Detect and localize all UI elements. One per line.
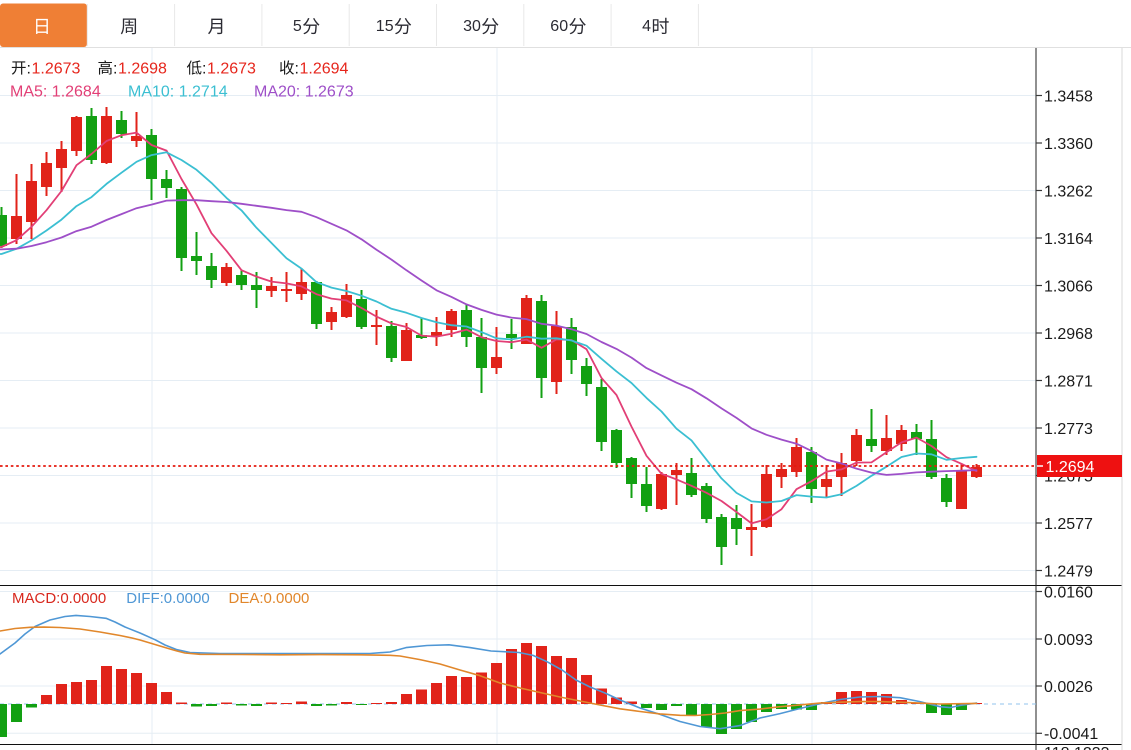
svg-text:0.0093: 0.0093 — [1044, 632, 1093, 649]
svg-text::: : — [295, 60, 299, 77]
svg-text::: : — [27, 60, 31, 77]
svg-text:5: 5 — [293, 18, 302, 35]
svg-text:0.0160: 0.0160 — [1044, 584, 1093, 601]
svg-text:30: 30 — [463, 18, 481, 35]
svg-text:1.2968: 1.2968 — [1044, 326, 1093, 343]
svg-text:DEA:0.0000: DEA:0.0000 — [229, 590, 310, 607]
svg-text:1.3458: 1.3458 — [1044, 88, 1093, 105]
svg-text::: : — [113, 60, 117, 77]
svg-text:1.2698: 1.2698 — [118, 60, 167, 77]
svg-text:DIFF:0.0000: DIFF:0.0000 — [126, 590, 209, 607]
svg-text::: : — [202, 60, 206, 77]
svg-text:MA10: 1.2714: MA10: 1.2714 — [128, 83, 228, 100]
svg-text:-0.0041: -0.0041 — [1044, 726, 1098, 743]
svg-text:0.0026: 0.0026 — [1044, 679, 1093, 696]
svg-text:1.3262: 1.3262 — [1044, 183, 1093, 200]
svg-text:1.2479: 1.2479 — [1044, 563, 1093, 580]
svg-text:60: 60 — [550, 18, 568, 35]
svg-text:15: 15 — [376, 18, 394, 35]
svg-text:1.2773: 1.2773 — [1044, 421, 1093, 438]
svg-text:1.2694: 1.2694 — [300, 60, 349, 77]
svg-text:MACD:0.0000: MACD:0.0000 — [12, 590, 106, 607]
svg-text:1.2673: 1.2673 — [32, 60, 81, 77]
svg-text:1.2577: 1.2577 — [1044, 516, 1093, 533]
svg-text:1.3164: 1.3164 — [1044, 231, 1093, 248]
svg-text:4: 4 — [642, 18, 651, 35]
svg-text:1.2694: 1.2694 — [1046, 459, 1095, 476]
svg-text:MA20: 1.2673: MA20: 1.2673 — [254, 83, 354, 100]
svg-text:1.3360: 1.3360 — [1044, 136, 1093, 153]
svg-text:1.3066: 1.3066 — [1044, 278, 1093, 295]
svg-text:1.2673: 1.2673 — [207, 60, 256, 77]
svg-text:1.2871: 1.2871 — [1044, 373, 1093, 390]
svg-text:118.1233: 118.1233 — [1044, 745, 1110, 750]
svg-text:MA5: 1.2684: MA5: 1.2684 — [10, 83, 101, 100]
